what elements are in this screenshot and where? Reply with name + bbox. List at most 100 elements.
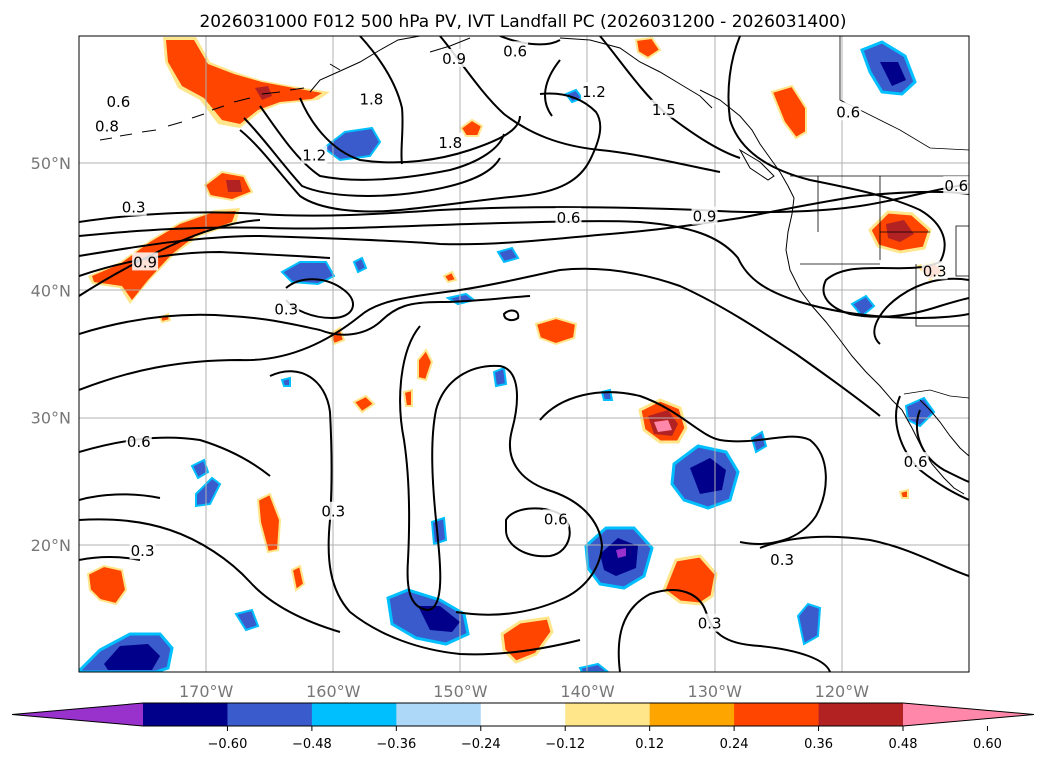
alaska-canada-border [839,36,969,151]
contour-gulf-loop [439,36,721,173]
anomaly-137w-19n-purple [616,548,626,558]
contour-label-bg [650,99,677,118]
positive-anomaly-151w-52n [459,118,484,137]
colorbar-outline [11,702,1035,727]
contour-label-bg [273,299,300,318]
gridlines [79,36,969,672]
contour-label: 0.6 [944,177,968,195]
positive-anomaly-136w-58n [634,36,662,60]
positive-anomaly-165w-23n [256,492,282,554]
contour-label: 0.9 [693,208,717,226]
positive-anomaly-163w-18n [290,564,306,592]
positive-anomaly-143w-37n [534,316,578,346]
gulf-of-alaska-coast [429,37,713,109]
colorbar-bin [227,703,313,726]
negative-anomaly-170w-14n [234,608,260,632]
negative-anomaly-170w-24n [195,476,222,508]
contour-label-bg [691,206,718,225]
contour-0.9-north [79,190,969,257]
contour-label-bg [105,92,132,111]
contour-label: 0.6 [904,453,928,471]
contour-upper-gulf [359,36,404,165]
positive-anomaly-131w-17n [662,554,718,606]
contour-label-bg [835,102,862,121]
vancouver-island [738,148,775,181]
contour-east-coast2 [916,409,969,483]
contour-label-bg [437,132,464,151]
gulf-of-california [919,399,969,457]
contour-label: 0.3 [131,542,155,560]
negative-anomaly-125w-55n-core [880,62,906,86]
negative-anomaly-149w-33n [492,366,508,388]
aleutian-darkred [255,86,272,100]
negative-anomaly-152w-15n-core [418,606,460,632]
anomaly-170w-50n-core [226,180,242,192]
contour-label-bg [921,261,948,280]
contour-label: 0.8 [95,117,119,135]
negative-anomaly-172w-26n [190,458,210,480]
contour-label-bg [125,431,152,450]
colorbar-tick-label: 0.60 [973,737,1002,752]
positive-anomaly-154w-31n [402,388,413,407]
contour-label: 0.6 [106,93,130,111]
colorbar-bin [396,703,482,726]
contour-label: 0.6 [557,209,581,227]
contour-0.6-inner-loop [505,507,571,558]
contour-gulf-loop2 [499,36,561,117]
latitude-tick-labels: 20°N 30°N 40°N 50°N [31,154,71,555]
contour-0.6-north [79,220,969,320]
contour-0.9-mid-upper [79,250,331,277]
contour-big-central [399,325,604,616]
contour-0.3-south-east [759,535,969,577]
lat-tick-label: 30°N [31,409,71,428]
lon-tick-label: 120°W [815,682,870,701]
negative-anomaly-158w-50n [322,126,382,162]
contour-0.6-mid-loop [79,267,881,417]
colorbar-extend-high [903,703,1034,726]
negative-anomaly-163w-42n [280,261,336,286]
lat-tick-label: 20°N [31,536,71,555]
longitude-tick-labels: 170°W 160°W 150°W 140°W 130°W 120°W [179,682,869,701]
contour-label-bg [132,252,159,271]
colorbar-bin [818,703,904,726]
contour-0.3-west-loop [285,278,355,320]
colorbar-bin [649,703,735,726]
contour-1.8-inner [299,97,521,164]
contour-label: 0.3 [770,551,794,569]
positive-anomaly-157w-31n [352,394,376,414]
colorbar-extend-low [12,703,143,726]
contour-label-bg [696,613,723,632]
colorbar-tick-label: 0.48 [889,737,918,752]
colorbar-tick-label: −0.12 [545,737,585,752]
contour-1.2-aleutian [239,92,602,213]
contour-label-bg [441,48,468,67]
contour-label-bg [555,207,582,226]
contour-label-bg [93,116,120,135]
bc-coast [699,89,795,199]
colorbar-bin [480,703,566,726]
positive-anomaly-178w-18n [86,564,128,606]
contour-label-bg [320,501,347,520]
contour-0.3-north [79,183,969,223]
lon-tick-label: 130°W [688,682,743,701]
positive-anomaly-152w-41n [442,270,458,284]
lon-tick-label: 160°W [306,682,361,701]
alaska-peninsula-coast [309,36,421,93]
positive-anomaly-153w-33n [417,348,434,382]
contour-0.3-west-down [269,370,581,656]
contour-0.6-east-ring [539,391,827,545]
lon-tick-label: 170°W [179,682,234,701]
lat-tick-label: 50°N [31,154,71,173]
contour-0.3-small-loop [502,309,520,322]
contour-0.3-lower-left [79,493,161,501]
colorbar-bin [565,703,651,726]
baja-coast [901,409,965,495]
pacific-nw-coast [785,197,903,411]
contour-label-bg [358,89,385,108]
lon-tick-label: 150°W [433,682,488,701]
contour-label: 0.6 [127,433,151,451]
coastlines [99,36,969,495]
contour-label: 1.2 [302,147,326,165]
colorbar: −0.60 −0.48 −0.36 −0.24 −0.12 0.12 0.24 0.36 0.4… [11,702,1035,752]
contour-label-bg [542,509,569,528]
